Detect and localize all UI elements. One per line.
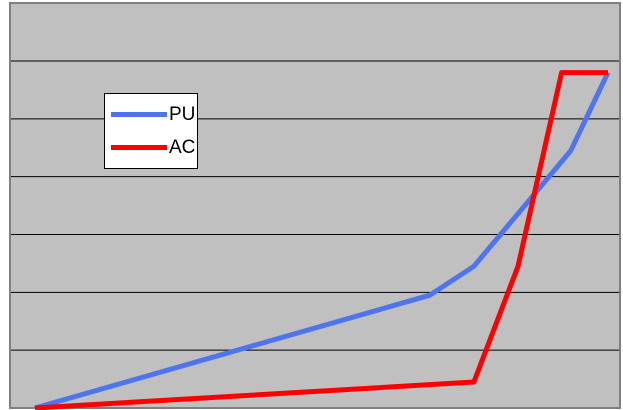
series-lines	[34, 70, 611, 410]
legend-swatch-pu	[111, 112, 167, 117]
legend-label-ac: AC	[169, 137, 196, 158]
legend-item-pu: PU	[105, 100, 199, 130]
series-line-ac	[34, 70, 608, 410]
legend: PU AC	[104, 93, 198, 169]
legend-item-ac: AC	[105, 133, 199, 163]
series-line-pu	[34, 71, 611, 410]
legend-label-pu: PU	[169, 104, 196, 125]
plot-area	[9, 2, 621, 409]
legend-swatch-ac	[111, 145, 167, 150]
